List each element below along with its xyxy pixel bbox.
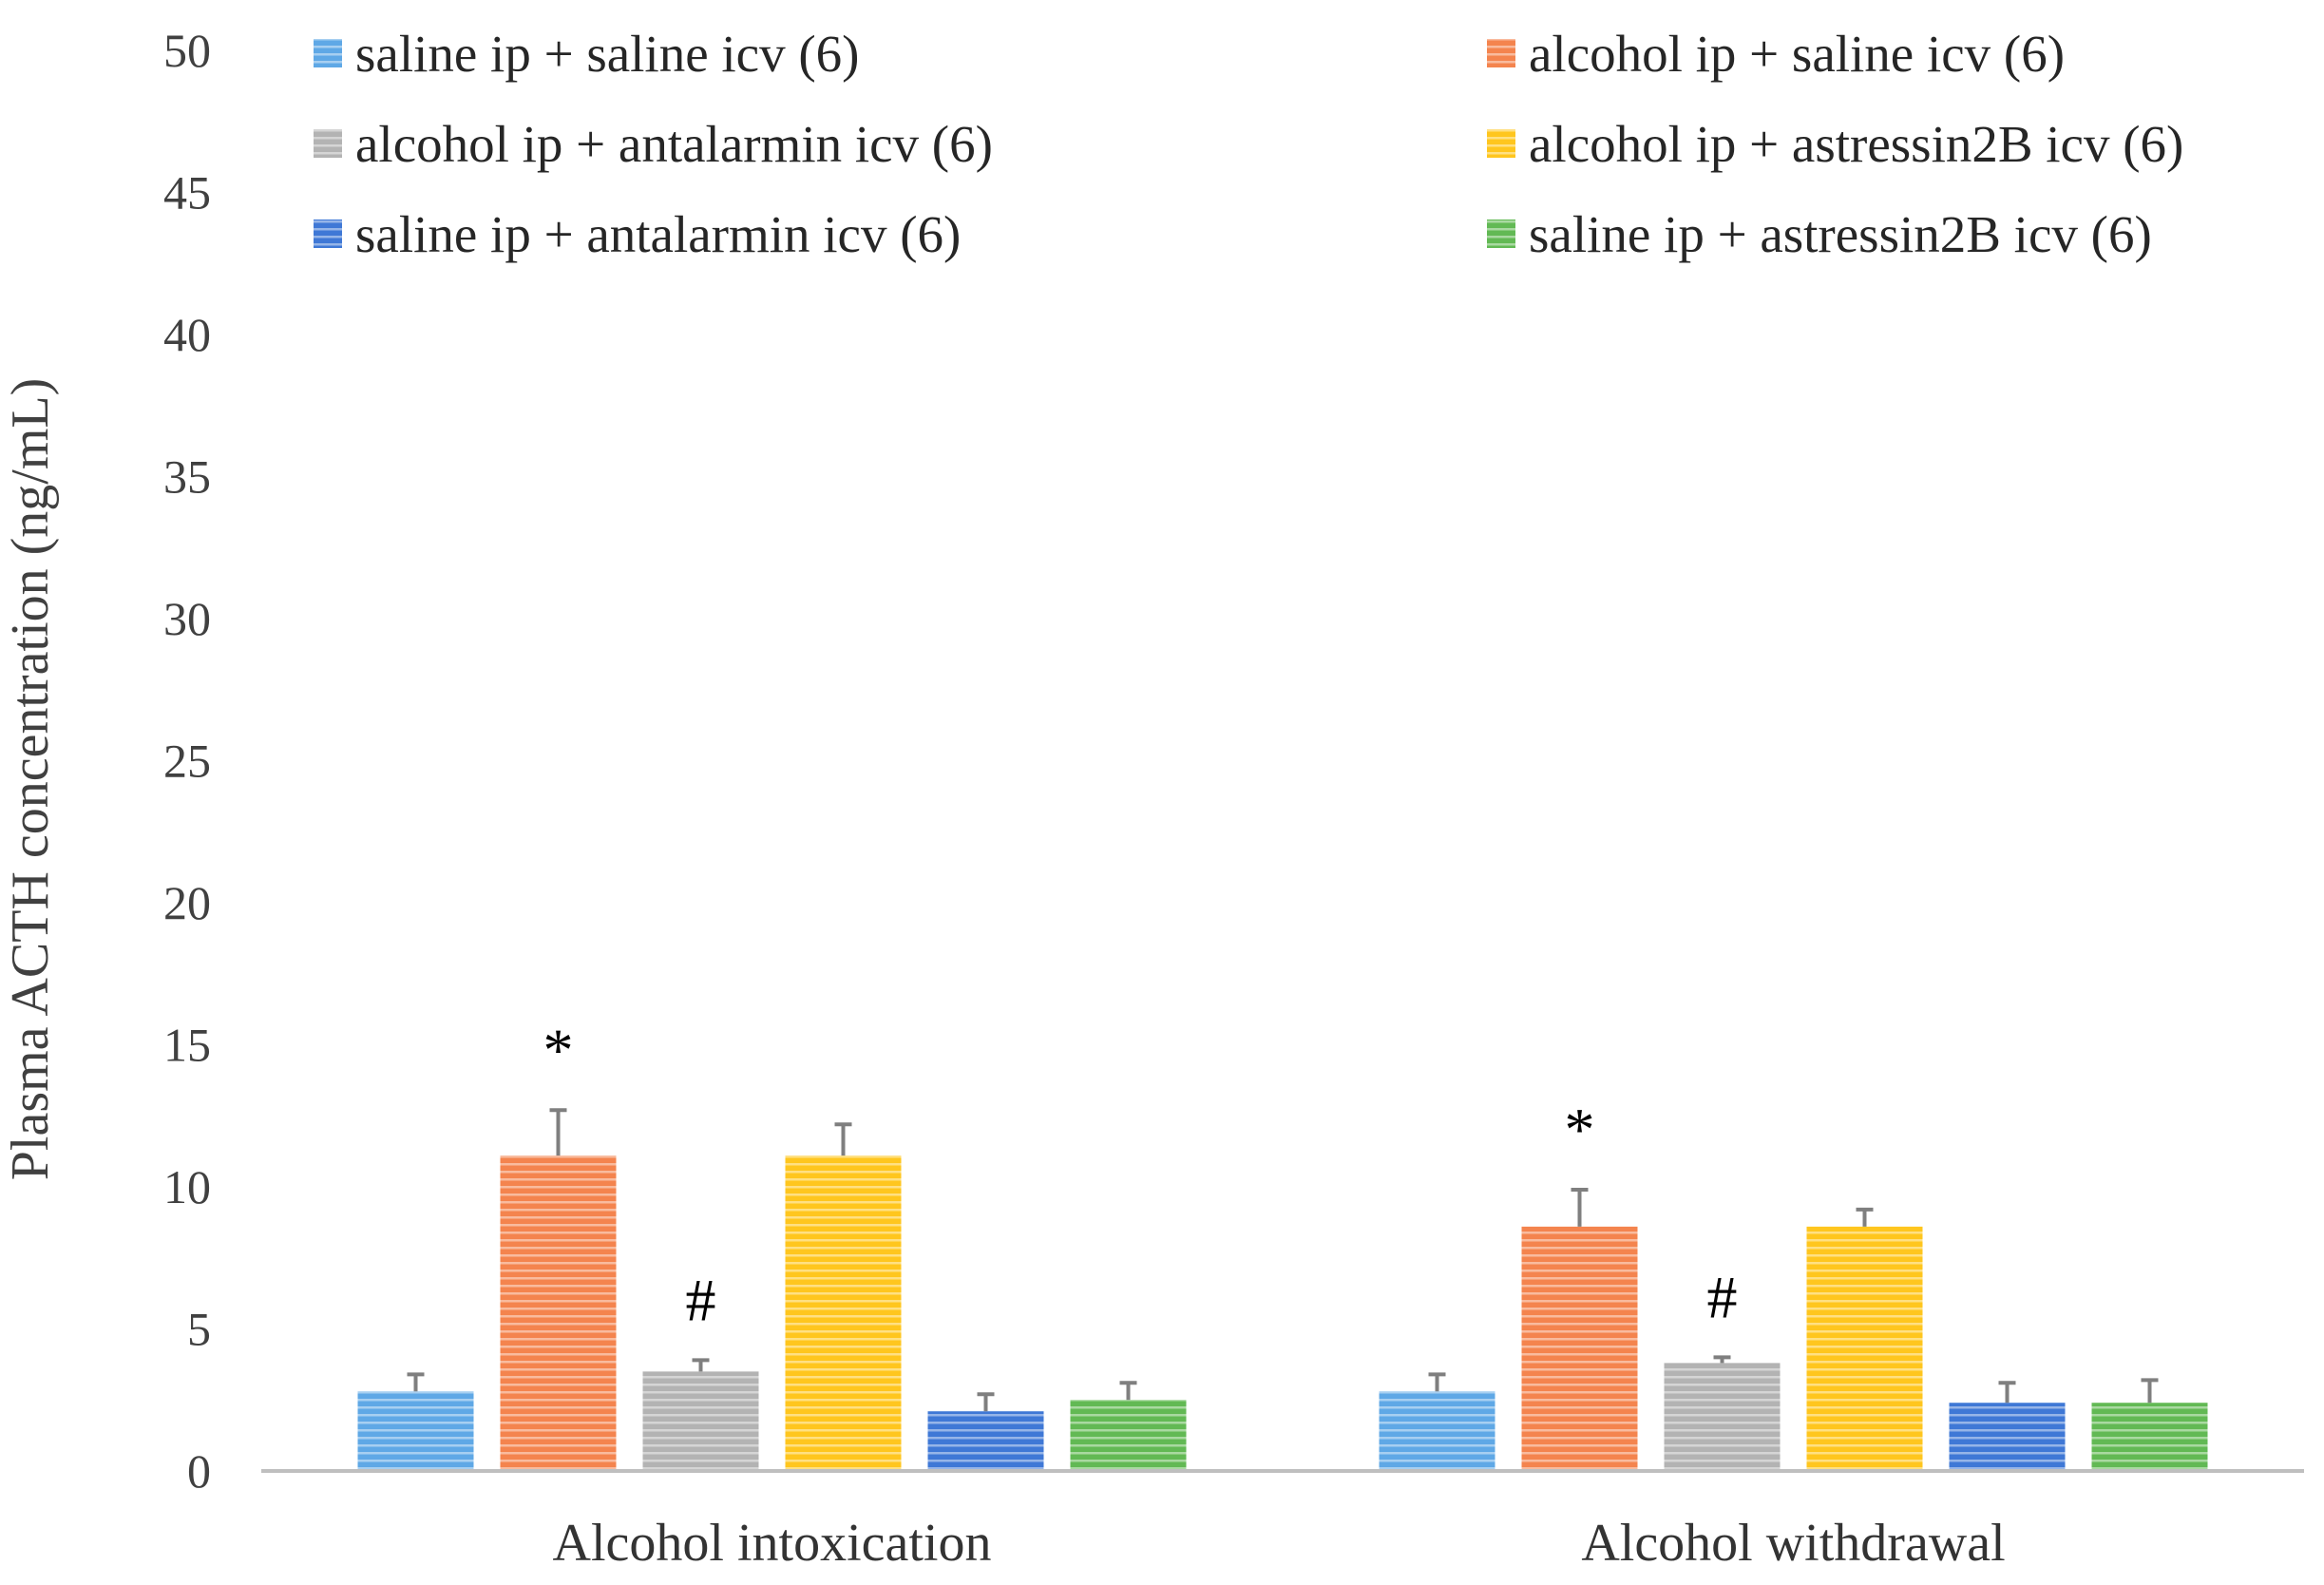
legend-swatch-stripes <box>314 220 342 248</box>
bar-stripes <box>1379 1391 1495 1471</box>
bar-stripes <box>642 1371 759 1471</box>
bar-stripes <box>1521 1226 1638 1471</box>
x-axis: Alcohol intoxication Alcohol withdrawal <box>553 1514 2006 1573</box>
legend-label: alcohol ip + antalarmin icv (6) <box>355 115 993 173</box>
y-tick-label: 40 <box>163 308 211 361</box>
bar-stripes <box>2091 1403 2208 1471</box>
y-tick-label: 15 <box>163 1019 211 1072</box>
y-tick-label: 0 <box>187 1444 211 1498</box>
legend-swatch-stripes <box>1487 39 1515 67</box>
y-tick-label: 20 <box>163 876 211 929</box>
significance-marker: # <box>686 1266 716 1333</box>
x-category-label: Alcohol withdrawal <box>1581 1514 2005 1573</box>
legend-label: saline ip + antalarmin icv (6) <box>355 205 961 263</box>
y-axis: 0 5 10 15 20 25 30 35 40 45 50 <box>163 24 211 1498</box>
y-tick-label: 10 <box>163 1160 211 1213</box>
legend-swatch-stripes <box>314 129 342 158</box>
bar-stripes <box>1949 1403 2066 1471</box>
x-category-label: Alcohol intoxication <box>553 1514 992 1573</box>
y-tick-label: 30 <box>163 592 211 645</box>
bar-stripes <box>500 1155 617 1471</box>
significance-marker: # <box>1707 1263 1738 1330</box>
legend-label: saline ip + saline icv (6) <box>355 25 859 83</box>
legend: saline ip + saline icv (6) alcohol ip + s… <box>314 25 2183 263</box>
bar-stripes <box>1664 1363 1781 1471</box>
legend-label: alcohol ip + saline icv (6) <box>1529 25 2065 83</box>
bar-stripes <box>927 1411 1044 1471</box>
legend-swatch-stripes <box>1487 129 1515 158</box>
bar-stripes <box>1806 1226 1923 1471</box>
bar-stripes <box>785 1155 902 1471</box>
bar-stripes <box>1070 1400 1187 1471</box>
y-axis-title: Plasma ACTH concentration (ng/mL) <box>1 378 60 1180</box>
legend-label: alcohol ip + astressin2B icv (6) <box>1529 115 2183 173</box>
y-tick-label: 5 <box>187 1303 211 1356</box>
bar-stripes <box>357 1391 474 1471</box>
y-tick-label: 50 <box>163 24 211 77</box>
y-tick-label: 45 <box>163 166 211 220</box>
bars: * # * # <box>357 1016 2208 1471</box>
y-tick-label: 25 <box>163 735 211 788</box>
legend-label: saline ip + astressin2B icv (6) <box>1529 205 2152 263</box>
legend-swatch-stripes <box>314 39 342 67</box>
significance-marker: * <box>543 1016 574 1083</box>
significance-marker: * <box>1565 1096 1595 1163</box>
legend-swatch-stripes <box>1487 220 1515 248</box>
y-tick-label: 35 <box>163 450 211 504</box>
